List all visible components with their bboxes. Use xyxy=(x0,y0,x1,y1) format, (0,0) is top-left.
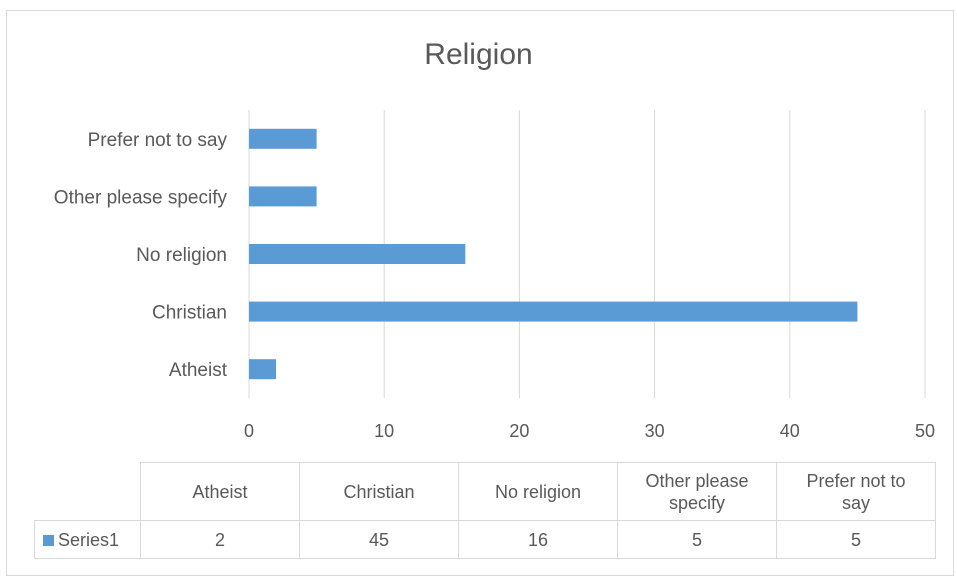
bar-plot: Atheist Christian No religion Other please … xyxy=(0,0,957,460)
data-table-value-cell: 16 xyxy=(459,521,618,559)
category-label: No religion xyxy=(136,245,227,266)
data-table-value-cell: 5 xyxy=(618,521,777,559)
x-tick-label: 30 xyxy=(645,421,665,441)
category-label: Christian xyxy=(152,303,227,324)
data-table-value-cell: 45 xyxy=(300,521,459,559)
data-table-corner xyxy=(35,463,141,521)
x-tick-label: 10 xyxy=(374,421,394,441)
category-label: Prefer not to say xyxy=(88,130,228,151)
data-table: Atheist Christian No religion Other please s… xyxy=(34,462,936,559)
data-table-header-cell: Other please specify xyxy=(618,463,777,521)
x-tick-label: 40 xyxy=(780,421,800,441)
bar xyxy=(249,302,857,322)
bar xyxy=(249,244,465,264)
category-label: Other please specify xyxy=(54,187,228,208)
x-tick-label: 0 xyxy=(244,421,254,441)
data-table-series-row: Series1 2 45 16 5 5 xyxy=(35,521,936,559)
data-table-value-cell: 5 xyxy=(777,521,936,559)
series-name: Series1 xyxy=(58,530,119,550)
x-tick-label: 20 xyxy=(509,421,529,441)
data-table-header-cell: No religion xyxy=(459,463,618,521)
data-table-series-label: Series1 xyxy=(35,521,141,559)
category-label: Atheist xyxy=(169,360,228,381)
data-table-header-cell: Prefer not to say xyxy=(777,463,936,521)
bar xyxy=(249,359,276,379)
data-table-header-cell: Christian xyxy=(300,463,459,521)
data-table-header-cell: Atheist xyxy=(141,463,300,521)
data-table-value-cell: 2 xyxy=(141,521,300,559)
legend-key-icon xyxy=(43,535,54,546)
bar xyxy=(249,186,317,206)
bar xyxy=(249,129,317,149)
data-table-header-row: Atheist Christian No religion Other please s… xyxy=(35,463,936,521)
x-tick-label: 50 xyxy=(915,421,935,441)
